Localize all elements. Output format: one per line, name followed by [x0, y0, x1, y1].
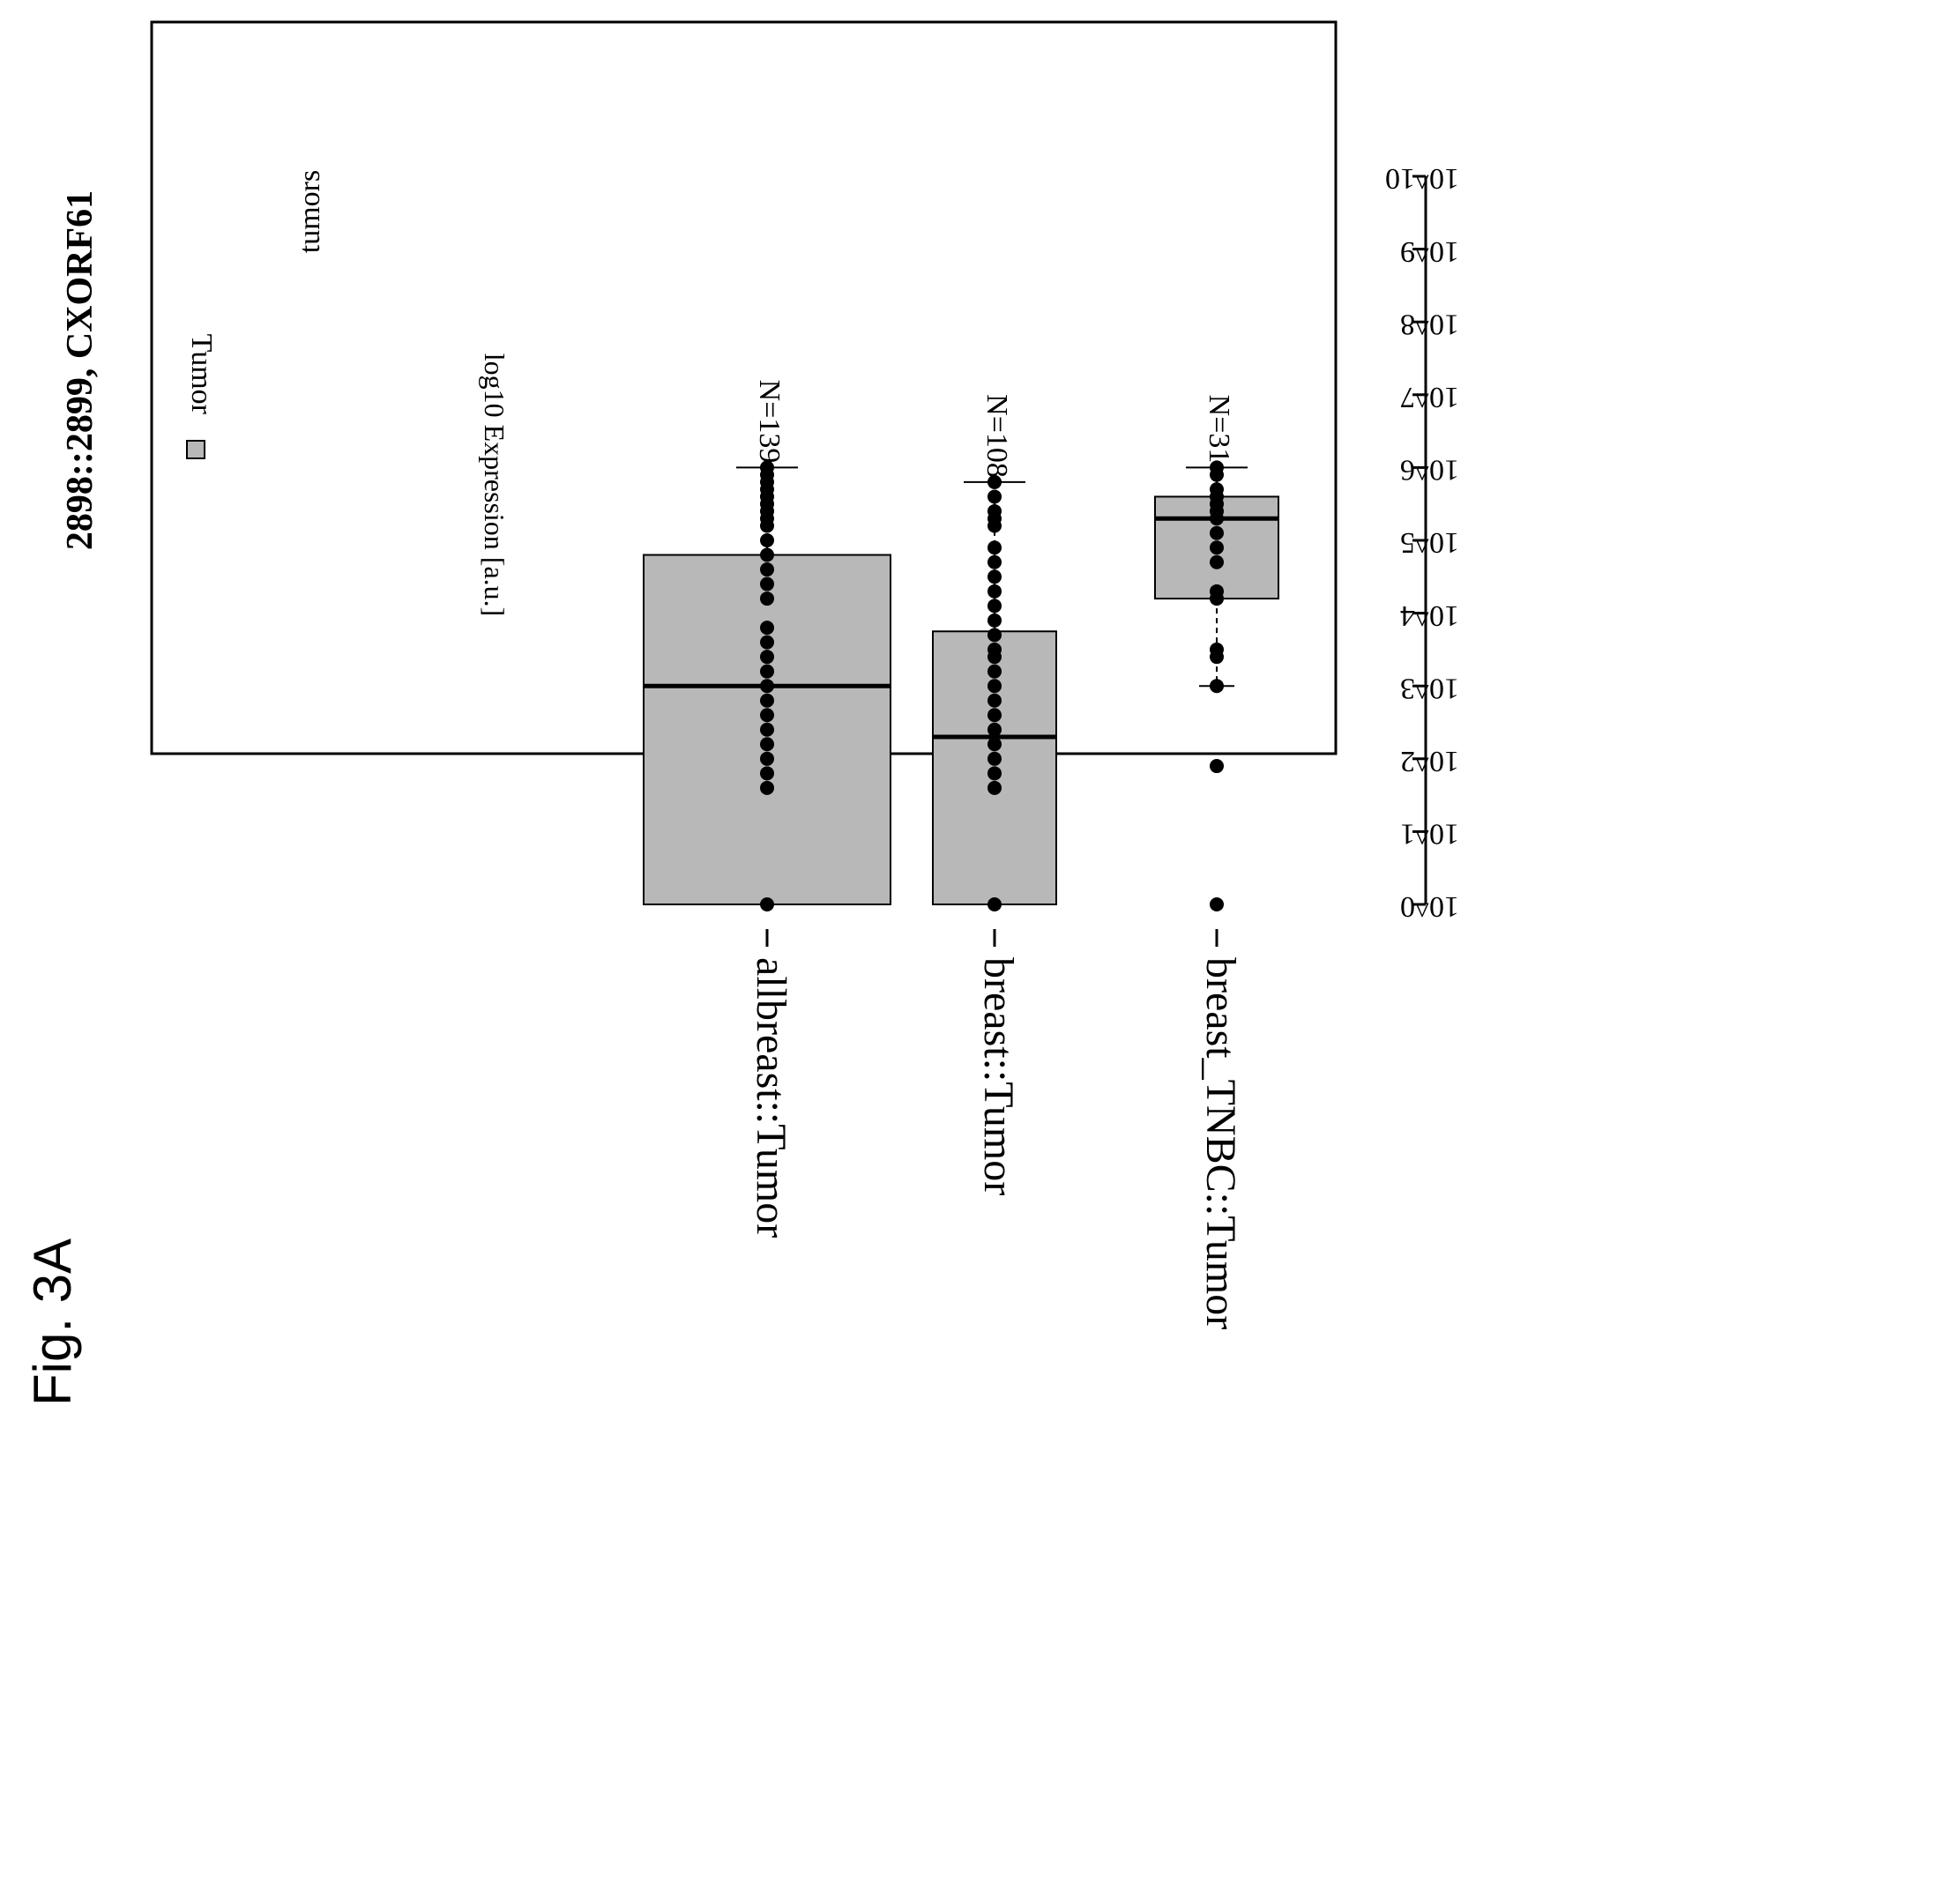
- data-point: [760, 737, 774, 752]
- y-tick-label-3: 10^3: [1400, 672, 1459, 704]
- y-tick-label-2: 10^2: [1400, 745, 1459, 777]
- data-point: [760, 650, 774, 665]
- data-point: [987, 642, 1002, 657]
- legend-label-tumor: Tumor: [185, 334, 218, 415]
- data-point: [987, 554, 1002, 569]
- data-point: [987, 664, 1002, 679]
- y-tick-label-4: 10^4: [1400, 599, 1459, 632]
- data-point: [760, 562, 774, 577]
- data-point: [987, 540, 1002, 555]
- y-tick-label-0: 10^0: [1400, 890, 1459, 923]
- data-point: [987, 569, 1002, 584]
- data-point: [987, 628, 1002, 643]
- box-group-2: N=31: [1154, 395, 1279, 911]
- data-point: [1210, 460, 1224, 475]
- box-group-1: N=108: [932, 394, 1057, 911]
- data-point: [760, 460, 774, 475]
- data-point: [987, 599, 1002, 614]
- data-point: [987, 693, 1002, 708]
- data-point: [760, 679, 774, 694]
- boxes-layer: N=139 N=108 N=31: [643, 380, 1279, 911]
- data-point: [760, 708, 774, 723]
- data-point: [987, 737, 1002, 752]
- data-point: [987, 722, 1002, 737]
- data-point: [760, 766, 774, 781]
- data-point: [1210, 679, 1224, 694]
- data-point: [760, 591, 774, 606]
- data-point: [987, 766, 1002, 781]
- data-point: [987, 679, 1002, 694]
- x-axis: allbreast::Tumor breast::Tumor breast_TNBC…: [748, 929, 1244, 1329]
- n-label-2: N=31: [1203, 395, 1235, 464]
- chart-title: 2898::2899, CXORF61: [60, 190, 101, 550]
- data-point: [760, 547, 774, 562]
- data-point: [987, 780, 1002, 795]
- box-group-0: N=139: [643, 380, 891, 911]
- data-point: [760, 621, 774, 636]
- data-point: [760, 722, 774, 737]
- data-point: [987, 584, 1002, 599]
- data-point: [760, 635, 774, 650]
- data-point: [760, 576, 774, 591]
- data-point: [987, 489, 1002, 504]
- data-point: [987, 503, 1002, 518]
- data-point: [760, 693, 774, 708]
- n-label-0: N=139: [753, 380, 786, 464]
- data-point: [760, 751, 774, 766]
- chart-subtitle: tumors: [294, 170, 326, 253]
- data-point: [760, 533, 774, 547]
- data-point: [1210, 897, 1224, 911]
- data-point: [760, 897, 774, 911]
- y-axis-label: log10 Expression [a.u.]: [479, 353, 510, 617]
- category-label-2: breast_TNBC::Tumor: [1197, 957, 1244, 1329]
- y-tick-label-5: 10^5: [1400, 526, 1459, 559]
- y-tick-label-10: 10^10: [1385, 162, 1459, 195]
- category-label-0: allbreast::Tumor: [748, 957, 794, 1238]
- legend-swatch-tumor: [186, 440, 205, 459]
- y-tick-label-8: 10^8: [1400, 308, 1459, 340]
- rotated-plot-group: 10^0 10^1 10^2 10^3 10^4 10^5 10^6 10^7 10^8 10^9…: [150, 20, 1459, 1329]
- data-point: [987, 751, 1002, 766]
- y-tick-label-9: 10^9: [1400, 235, 1459, 268]
- category-label-1: breast::Tumor: [975, 957, 1022, 1195]
- data-point: [1210, 759, 1224, 774]
- data-point: [987, 613, 1002, 628]
- data-point: [1210, 642, 1224, 657]
- data-point: [1210, 584, 1224, 599]
- y-tick-label-7: 10^7: [1400, 381, 1459, 413]
- data-point: [987, 474, 1002, 489]
- data-point: [760, 780, 774, 795]
- legend: Tumor: [185, 334, 218, 459]
- y-axis: 10^0 10^1 10^2 10^3 10^4 10^5 10^6 10^7 10^8 10^9…: [1385, 162, 1459, 923]
- data-point: [1210, 540, 1224, 555]
- y-tick-label-1: 10^1: [1400, 818, 1459, 851]
- n-label-1: N=108: [980, 394, 1013, 478]
- figure-label: Fig. 3A: [23, 1238, 82, 1406]
- data-point: [1210, 482, 1224, 497]
- data-point: [987, 897, 1002, 911]
- data-point: [760, 664, 774, 679]
- data-point: [987, 708, 1002, 723]
- data-point: [1210, 525, 1224, 540]
- data-point: [1210, 554, 1224, 569]
- y-tick-label-6: 10^6: [1400, 454, 1459, 487]
